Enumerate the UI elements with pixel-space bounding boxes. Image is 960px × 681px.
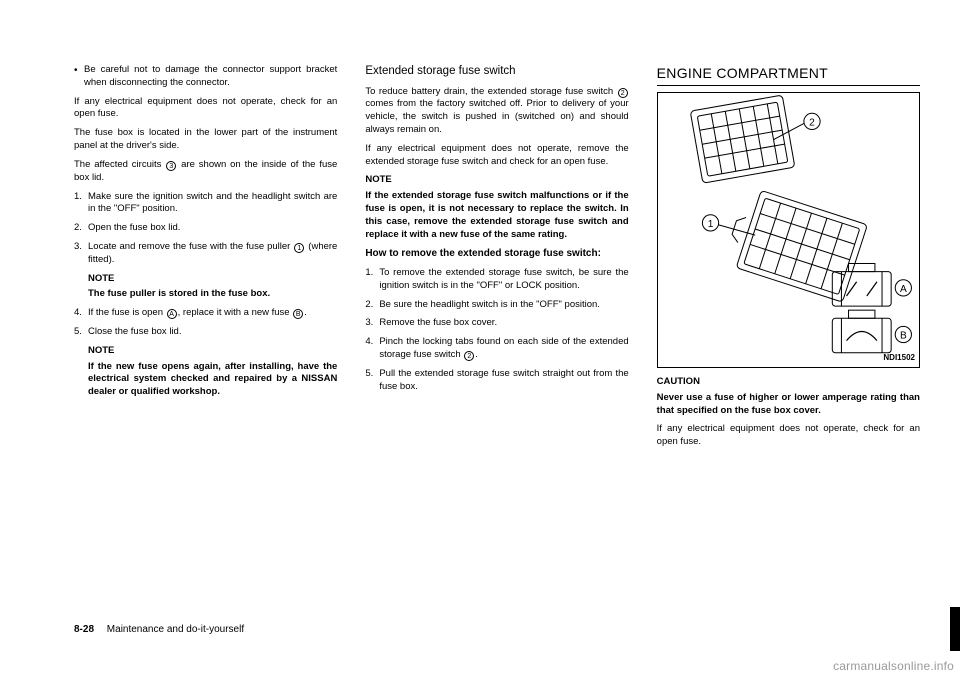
subheading: Extended storage fuse switch (365, 64, 628, 80)
list-number: 4. (365, 336, 379, 362)
list-text: Pull the extended storage fuse switch st… (379, 368, 628, 394)
content-columns: • Be careful not to damage the connector… (74, 64, 920, 584)
note-text: The fuse puller is stored in the fuse bo… (88, 288, 337, 301)
section-name: Maintenance and do-it-yourself (107, 624, 244, 635)
list-item: 2. Open the fuse box lid. (74, 222, 337, 235)
text: comes from the factory switched off. Pri… (365, 98, 628, 135)
list-item: 1. To remove the extended storage fuse s… (365, 267, 628, 293)
text: . (475, 349, 478, 360)
list-number: 3. (74, 241, 88, 301)
text: The affected circuits (74, 159, 165, 170)
list-number: 1. (74, 191, 88, 217)
list-number: 5. (74, 326, 88, 399)
thumb-index-tab (950, 607, 960, 651)
bullet-item: • Be careful not to damage the connector… (74, 64, 337, 90)
page-footer: 8-28 Maintenance and do-it-yourself (74, 624, 244, 635)
bullet-dot: • (74, 64, 84, 90)
paragraph: To reduce battery drain, the extended st… (365, 86, 628, 137)
list-number: 5. (365, 368, 379, 394)
note-label: NOTE (88, 345, 337, 358)
watermark: carmanualsonline.info (833, 659, 954, 673)
list-text: To remove the extended storage fuse swit… (379, 267, 628, 293)
paragraph: The fuse box is located in the lower par… (74, 127, 337, 153)
text: , replace it with a new fuse (178, 307, 293, 318)
caution-text: Never use a fuse of higher or lower ampe… (657, 392, 920, 418)
list-text: Be sure the headlight switch is in the "… (379, 299, 628, 312)
figure-code: NDI1502 (883, 353, 915, 364)
bullet-text: Be careful not to damage the connector s… (84, 64, 337, 90)
column-2: Extended storage fuse switch To reduce b… (365, 64, 628, 584)
list-item: 1. Make sure the ignition switch and the… (74, 191, 337, 217)
ordered-list: 1. Make sure the ignition switch and the… (74, 191, 337, 400)
list-item: 3. Remove the fuse box cover. (365, 317, 628, 330)
fuse-box-illustration: 2 (658, 93, 919, 367)
list-item: 4. If the fuse is open A, replace it wit… (74, 307, 337, 320)
subheading-2: How to remove the extended storage fuse … (365, 247, 628, 261)
svg-text:A: A (900, 284, 907, 295)
engine-compartment-figure: 2 (657, 92, 920, 368)
column-3: ENGINE COMPARTMENT (657, 64, 920, 584)
encircled-number: 3 (166, 161, 176, 171)
page-number: 8-28 (74, 624, 94, 635)
paragraph: If any electrical equipment does not ope… (74, 96, 337, 122)
list-text: Open the fuse box lid. (88, 222, 337, 235)
list-number: 3. (365, 317, 379, 330)
list-item: 5. Pull the extended storage fuse switch… (365, 368, 628, 394)
encircled-number: 2 (618, 88, 628, 98)
list-text: Locate and remove the fuse with the fuse… (88, 241, 337, 301)
list-number: 2. (74, 222, 88, 235)
text: Locate and remove the fuse with the fuse… (88, 241, 293, 252)
svg-text:B: B (900, 330, 907, 341)
ordered-list: 1. To remove the extended storage fuse s… (365, 267, 628, 394)
list-item: 5. Close the fuse box lid. NOTE If the n… (74, 326, 337, 399)
paragraph: If any electrical equipment does not ope… (657, 423, 920, 449)
svg-text:2: 2 (809, 117, 815, 128)
text: Close the fuse box lid. (88, 326, 181, 337)
list-number: 4. (74, 307, 88, 320)
encircled-letter: B (293, 309, 303, 319)
note-text: If the extended storage fuse switch malf… (365, 190, 628, 241)
encircled-number: 2 (464, 351, 474, 361)
caution-label: CAUTION (657, 376, 920, 389)
list-item: 3. Locate and remove the fuse with the f… (74, 241, 337, 301)
list-text: Remove the fuse box cover. (379, 317, 628, 330)
page: • Be careful not to damage the connector… (0, 0, 960, 681)
list-number: 1. (365, 267, 379, 293)
text: . (304, 307, 307, 318)
paragraph: If any electrical equipment does not ope… (365, 143, 628, 169)
list-text: Close the fuse box lid. NOTE If the new … (88, 326, 337, 399)
list-text: Make sure the ignition switch and the he… (88, 191, 337, 217)
paragraph: The affected circuits 3 are shown on the… (74, 159, 337, 185)
list-text: Pinch the locking tabs found on each sid… (379, 336, 628, 362)
list-item: 4. Pinch the locking tabs found on each … (365, 336, 628, 362)
svg-text:1: 1 (707, 219, 713, 230)
encircled-letter: A (167, 309, 177, 319)
section-title: ENGINE COMPARTMENT (657, 64, 920, 86)
list-text: If the fuse is open A, replace it with a… (88, 307, 337, 320)
text: If the fuse is open (88, 307, 166, 318)
note-label: NOTE (88, 273, 337, 286)
note-label: NOTE (365, 174, 628, 187)
list-item: 2. Be sure the headlight switch is in th… (365, 299, 628, 312)
column-1: • Be careful not to damage the connector… (74, 64, 337, 584)
note-text: If the new fuse opens again, after insta… (88, 361, 337, 399)
list-number: 2. (365, 299, 379, 312)
text: Pinch the locking tabs found on each sid… (379, 336, 628, 360)
encircled-number: 1 (294, 243, 304, 253)
text: To reduce battery drain, the extended st… (365, 86, 616, 97)
